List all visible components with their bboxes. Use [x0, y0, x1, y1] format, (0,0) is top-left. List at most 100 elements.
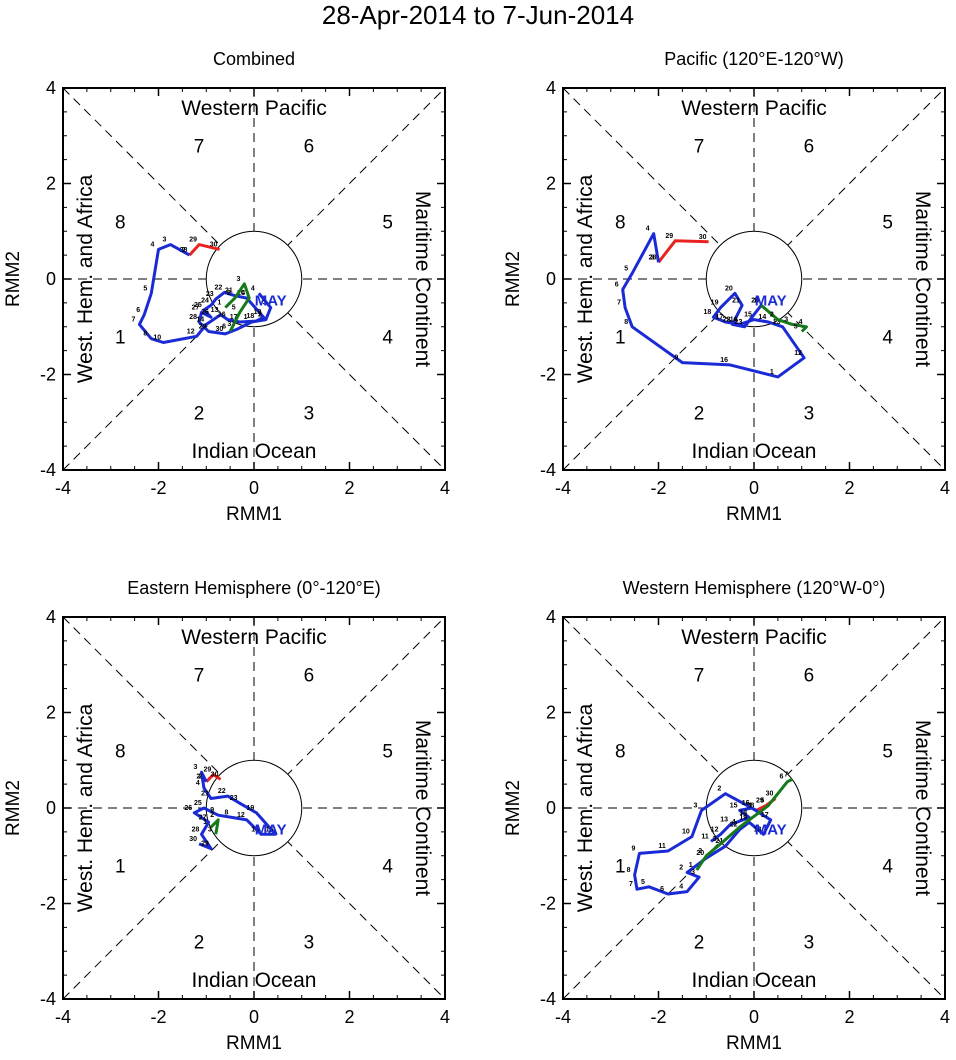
day-label: 16	[730, 316, 738, 323]
month-label: MAY	[755, 292, 787, 309]
day-label: 17	[230, 314, 238, 321]
panel-title: Combined	[213, 49, 295, 69]
phase-number-8: 8	[115, 213, 126, 234]
x-tick-label: 4	[440, 478, 450, 498]
day-label: 2	[198, 774, 202, 781]
day-label: 29	[756, 798, 764, 805]
region-label-top: Western Pacific	[681, 97, 827, 120]
x-axis-label: RMM1	[226, 504, 282, 525]
region-label-top: Western Pacific	[181, 97, 327, 120]
day-label: 8	[143, 331, 147, 338]
phase-number-3: 3	[804, 404, 815, 425]
phase-number-6: 6	[804, 665, 815, 686]
series-april-line	[205, 773, 222, 783]
phase-number-6: 6	[304, 136, 315, 157]
phase-number-8: 8	[615, 213, 626, 234]
day-label: 1	[217, 300, 221, 307]
phase-number-4: 4	[882, 856, 893, 877]
phase-number-7: 7	[194, 136, 205, 157]
day-label: 28	[196, 774, 204, 781]
y-axis-label: RMM2	[503, 780, 524, 836]
x-tick-label: 4	[940, 478, 950, 498]
day-label: 5	[641, 879, 645, 886]
day-label: 30	[211, 771, 219, 778]
day-label: 4	[732, 819, 736, 826]
region-label-right: Maritime Continent	[411, 720, 434, 896]
x-tick-label: 2	[344, 1007, 354, 1027]
x-tick-label: -2	[650, 1007, 666, 1027]
day-label: 5	[760, 798, 764, 805]
series-may-line	[192, 770, 277, 851]
series-may-line	[633, 792, 773, 896]
series-may-line	[137, 243, 273, 344]
day-label: 23	[206, 291, 214, 298]
day-label: 16	[218, 312, 226, 319]
day-label: 25	[194, 800, 202, 807]
phase-number-4: 4	[382, 856, 393, 877]
day-label: 4	[196, 780, 200, 787]
day-label: 29	[201, 841, 209, 848]
phase-number-6: 6	[304, 665, 315, 686]
phase-number-4: 4	[882, 327, 893, 348]
phase-number-2: 2	[194, 933, 205, 954]
day-label: 8	[624, 319, 628, 326]
day-label: 29	[189, 237, 197, 244]
day-label: 2	[182, 247, 186, 254]
series-april-line	[188, 243, 220, 257]
day-label: 11	[658, 843, 666, 850]
day-label: 6	[222, 324, 226, 331]
day-label: 18	[754, 826, 762, 833]
day-label: 8	[225, 810, 229, 817]
day-label: 6	[660, 886, 664, 893]
day-label: 5	[794, 324, 798, 331]
x-axis-label: RMM1	[726, 504, 782, 525]
day-label: 4	[646, 226, 650, 233]
phase-number-7: 7	[194, 665, 205, 686]
chart-panel-4: Western Hemisphere (120°W-0°) -4-4 -2 -2 0 0 2…	[503, 578, 950, 1054]
phase-number-6: 6	[804, 136, 815, 157]
day-label: 12	[794, 350, 802, 357]
series-june-line	[760, 304, 808, 333]
day-label: 29	[199, 324, 207, 331]
day-label: 22	[730, 821, 738, 828]
x-tick-label: -4	[55, 1007, 71, 1027]
day-label: 21	[715, 838, 723, 845]
day-label: 8	[627, 867, 631, 874]
y-tick-label: -2	[40, 365, 56, 385]
day-label: 13	[720, 817, 728, 824]
day-label: 30	[210, 241, 218, 248]
day-label: 30	[699, 234, 707, 241]
phase-number-2: 2	[694, 404, 705, 425]
month-label: MAY	[255, 292, 287, 309]
y-tick-label: 0	[546, 798, 556, 818]
y-tick-label: -4	[40, 460, 56, 480]
x-tick-label: 4	[440, 1007, 450, 1027]
month-label: MAY	[755, 821, 787, 838]
day-label: 2	[698, 848, 702, 855]
day-label: 14	[196, 316, 204, 323]
y-tick-label: 4	[46, 78, 56, 98]
day-label: 16	[720, 357, 728, 364]
region-label-top: Western Pacific	[681, 626, 827, 649]
day-label: 15	[730, 802, 738, 809]
day-label: 1	[203, 819, 207, 826]
x-tick-label: 2	[844, 478, 854, 498]
day-label: 19	[254, 309, 262, 316]
y-tick-label: 4	[546, 78, 556, 98]
x-tick-label: -4	[555, 1007, 571, 1027]
day-label: 9	[631, 845, 635, 852]
day-label: 3	[784, 316, 788, 323]
day-label: 1	[753, 297, 757, 304]
day-label: 23	[735, 319, 743, 326]
day-label: 4	[679, 884, 683, 891]
x-tick-label: 4	[940, 1007, 950, 1027]
day-label: 6	[615, 282, 619, 289]
day-label: 12	[711, 826, 719, 833]
day-label: 3	[691, 869, 695, 876]
day-label: 30	[766, 790, 774, 797]
day-label: 9	[210, 807, 214, 814]
day-label: 1	[748, 802, 752, 809]
x-tick-label: 0	[749, 1007, 759, 1027]
x-axis-label: RMM1	[726, 1033, 782, 1054]
day-label: 3	[263, 300, 267, 307]
